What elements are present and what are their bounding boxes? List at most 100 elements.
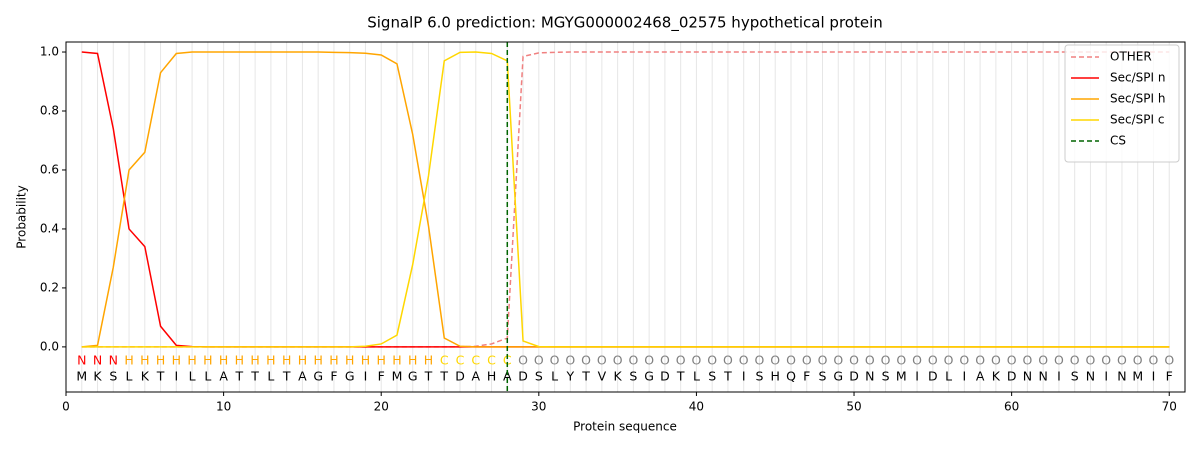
residue-label: O	[550, 353, 560, 368]
residue: N	[1038, 369, 1047, 384]
residue-label: O	[1038, 353, 1048, 368]
residue: I	[915, 369, 919, 384]
residue-label: O	[928, 353, 938, 368]
residue-label: O	[707, 353, 717, 368]
x-tick-label: 60	[1004, 400, 1019, 414]
residue: V	[598, 369, 607, 384]
residue-label: O	[1133, 353, 1143, 368]
residue-label: H	[282, 353, 291, 368]
residue: L	[204, 369, 211, 384]
residue: D	[928, 369, 938, 384]
residue: D	[1007, 369, 1017, 384]
residue: N	[1023, 369, 1032, 384]
residue-label: O	[991, 353, 1001, 368]
y-tick-label: 0.6	[40, 162, 59, 176]
residue: S	[755, 369, 763, 384]
residue: H	[487, 369, 496, 384]
residue: A	[298, 369, 307, 384]
x-tick-label: 70	[1162, 400, 1177, 414]
series-line	[81, 51, 1170, 348]
residue-label: H	[298, 353, 307, 368]
residue-label: C	[456, 353, 465, 368]
residue: S	[535, 369, 543, 384]
residue: D	[455, 369, 465, 384]
residue-label: H	[408, 353, 417, 368]
residue: I	[364, 369, 368, 384]
residue-label: H	[172, 353, 181, 368]
residue-label: O	[613, 353, 623, 368]
residue-label: O	[1164, 353, 1174, 368]
residue-label: H	[203, 353, 212, 368]
residue: S	[819, 369, 827, 384]
residue: S	[109, 369, 117, 384]
residue-label: O	[1149, 353, 1159, 368]
legend: OTHER Sec/SPI n Sec/SPI h Sec/SPI c CS	[1064, 44, 1180, 163]
residue: M	[392, 369, 403, 384]
residue: S	[629, 369, 637, 384]
residue: L	[551, 369, 558, 384]
residue-label: N	[93, 353, 102, 368]
residue-label: C	[471, 353, 480, 368]
residue: F	[1166, 369, 1173, 384]
residue: G	[313, 369, 323, 384]
residue: I	[1104, 369, 1108, 384]
residue-label: O	[755, 353, 765, 368]
residue: K	[992, 369, 1001, 384]
residue: D	[849, 369, 859, 384]
residue: L	[693, 369, 700, 384]
residue-label: O	[1070, 353, 1080, 368]
residue: K	[614, 369, 623, 384]
chart-title: SignalP 6.0 prediction: MGYG000002468_02…	[367, 14, 883, 33]
residue-label: H	[250, 353, 259, 368]
y-tick-label: 0.4	[40, 221, 59, 235]
legend-label: Sec/SPI n	[1110, 71, 1165, 85]
residue: G	[345, 369, 355, 384]
series-line	[81, 51, 1170, 348]
residue-label: N	[109, 353, 118, 368]
x-tick-label: 50	[846, 400, 861, 414]
residue: F	[378, 369, 385, 384]
residue-label: O	[770, 353, 780, 368]
legend-label: Sec/SPI c	[1110, 113, 1164, 127]
series-line	[81, 51, 1170, 348]
residue: I	[1152, 369, 1156, 384]
series-line	[81, 51, 1170, 348]
residue-label: O	[1086, 353, 1096, 368]
residue: M	[1132, 369, 1143, 384]
x-tick-label: 30	[531, 400, 546, 414]
residue-label: C	[503, 353, 512, 368]
residue-label: O	[786, 353, 796, 368]
residue-label: H	[313, 353, 322, 368]
legend-box	[1064, 44, 1180, 163]
residue: S	[1071, 369, 1079, 384]
residue: D	[660, 369, 670, 384]
residue: F	[803, 369, 810, 384]
residue-label: H	[219, 353, 228, 368]
residue: T	[250, 369, 259, 384]
residue-label: H	[187, 353, 196, 368]
residue-label: O	[1117, 353, 1127, 368]
residue-label: O	[912, 353, 922, 368]
residue: K	[93, 369, 102, 384]
residue: M	[76, 369, 87, 384]
residue-label: O	[676, 353, 686, 368]
residue: G	[833, 369, 843, 384]
residue: A	[503, 369, 512, 384]
residue-label: C	[440, 353, 449, 368]
residue: I	[742, 369, 746, 384]
residue-label: O	[944, 353, 954, 368]
residue: L	[126, 369, 133, 384]
residue: L	[189, 369, 196, 384]
residue-label: O	[534, 353, 544, 368]
x-axis-label: Protein sequence	[573, 420, 677, 434]
residue-label: O	[628, 353, 638, 368]
residue-label: H	[140, 353, 149, 368]
residue-label: H	[345, 353, 354, 368]
residue-label: O	[692, 353, 702, 368]
residue-label: O	[975, 353, 985, 368]
residue-label: O	[723, 353, 733, 368]
residue: T	[581, 369, 590, 384]
residue-label: O	[597, 353, 607, 368]
legend-label: OTHER	[1110, 50, 1152, 64]
residue: H	[771, 369, 780, 384]
